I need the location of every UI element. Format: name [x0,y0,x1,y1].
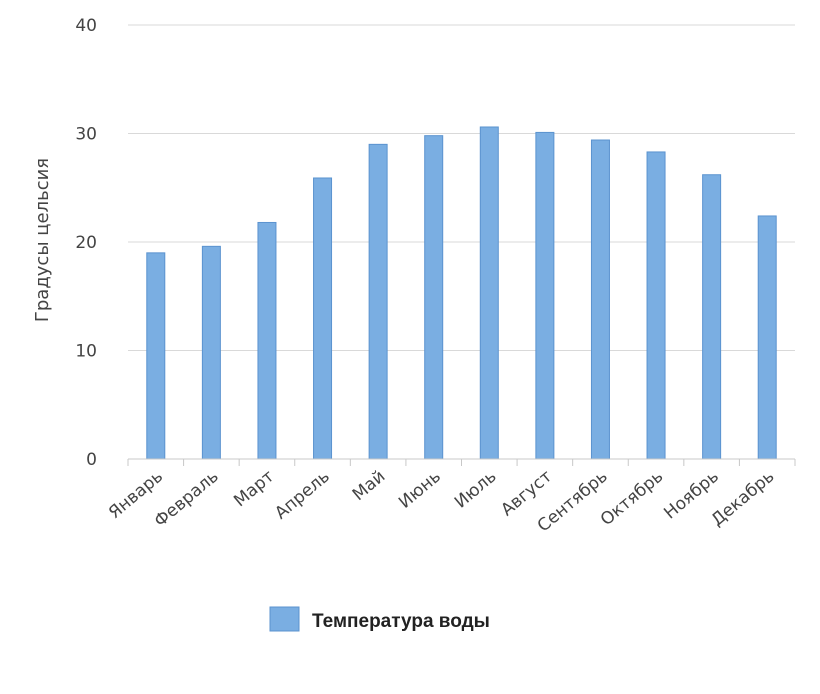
bar[interactable] [424,135,444,460]
y-tick-label: 20 [75,233,97,253]
x-category-label: Декабрь [708,467,779,531]
x-category-label: Октябрь [597,467,667,531]
legend-label: Температура воды [312,611,490,632]
bar[interactable] [757,215,777,460]
x-category-label: Июнь [395,467,445,513]
y-tick-label: 40 [75,16,97,36]
gridlines [128,24,795,351]
y-tick-label: 10 [75,342,97,362]
bar[interactable] [590,139,610,460]
bar-series [146,126,777,460]
x-category-label: Март [230,466,278,511]
bar[interactable] [201,245,221,460]
bar[interactable] [646,151,666,460]
x-category-label: Июль [451,467,501,513]
y-tick-label: 30 [75,125,97,145]
y-tick-label: 0 [86,450,97,470]
bar[interactable] [257,221,277,460]
bar[interactable] [313,177,333,460]
legend-swatch [269,606,300,632]
bar[interactable] [146,252,166,460]
x-axis-ticks [127,459,796,466]
x-category-label: Май [349,467,390,506]
y-axis-title: Градусы цельсия [32,158,53,322]
y-axis-tick-labels: 0 10 20 30 40 [75,16,97,470]
bar[interactable] [479,126,499,460]
bar[interactable] [702,174,722,460]
x-category-label: Апрель [271,467,334,524]
bar[interactable] [535,131,555,460]
legend[interactable]: Температура воды [269,606,490,632]
bar[interactable] [368,143,388,460]
